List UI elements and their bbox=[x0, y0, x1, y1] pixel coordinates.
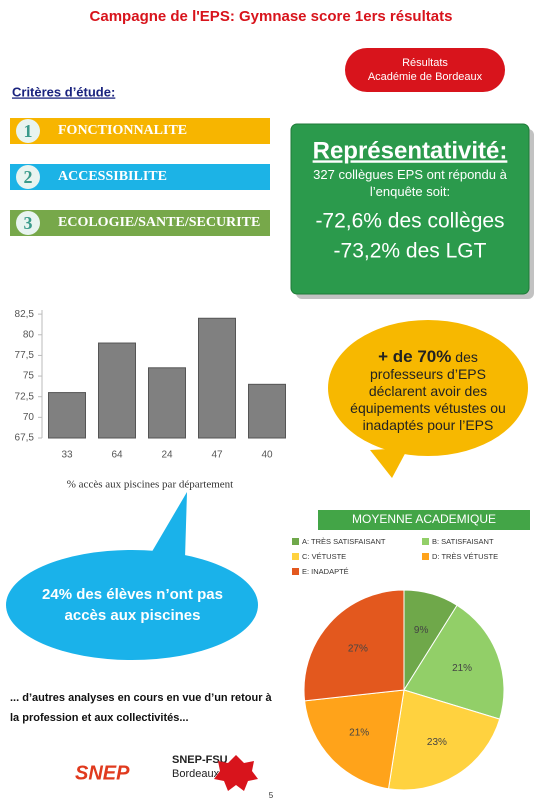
y-tick-label: 70 bbox=[23, 412, 35, 423]
criteria-title: Critères d’étude: bbox=[12, 84, 115, 99]
emphasis: + de 70% bbox=[378, 347, 452, 366]
x-tick-label: 64 bbox=[111, 450, 123, 461]
text: des professeurs d’EPS déclarent avoir de… bbox=[350, 349, 506, 433]
rep-line: -73,2% des LGT bbox=[334, 240, 487, 263]
bar bbox=[98, 342, 136, 439]
x-tick-label: 40 bbox=[261, 450, 273, 461]
legend-label: A: TRÈS SATISFAISANT bbox=[302, 537, 386, 546]
criteria-number: 2 bbox=[16, 165, 40, 189]
bubble-left-text: 24% des élèves n’ont pas accès aux pisci… bbox=[42, 586, 223, 624]
logo-star bbox=[214, 755, 258, 791]
y-tick-label: 72,5 bbox=[15, 391, 35, 402]
logo: SNEP bbox=[75, 762, 130, 784]
rep-title: Représentativité: bbox=[313, 137, 508, 164]
legend-label: B: SATISFAISANT bbox=[432, 537, 494, 546]
rep-text: 327 collègues EPS ont répondu à l’enquêt… bbox=[313, 167, 507, 199]
legend-swatch bbox=[292, 538, 299, 545]
pie-title: MOYENNE ACADEMIQUE bbox=[352, 512, 496, 526]
slice-label: 27% bbox=[348, 643, 368, 654]
pie-slice bbox=[387, 689, 501, 791]
criteria-number: 3 bbox=[16, 211, 40, 235]
legend-swatch bbox=[422, 553, 429, 560]
y-tick-label: 67,5 bbox=[15, 433, 35, 444]
x-axis-label: % accès aux piscines par département bbox=[67, 479, 233, 491]
slice-label: 21% bbox=[349, 727, 369, 738]
badge-line: Résultats bbox=[402, 57, 448, 69]
x-tick-label: 33 bbox=[61, 450, 73, 461]
criteria-item: 3 ECOLOGIE/SANTE/SECURITE bbox=[10, 210, 270, 236]
bubble-tail bbox=[150, 492, 187, 558]
pie-title-bg bbox=[318, 510, 530, 530]
footer-note: ... d’autres analyses en cours en vue d’… bbox=[10, 692, 272, 724]
pie-slice bbox=[303, 589, 405, 702]
logo: SNEP-FSU bbox=[172, 754, 228, 766]
x-tick-label: 24 bbox=[161, 450, 173, 461]
legend-label: E: INADAPTÉ bbox=[302, 567, 349, 576]
bubble-left bbox=[6, 550, 258, 660]
title: Campagne de l'EPS: Gymnase score 1ers ré… bbox=[90, 8, 453, 25]
pie-chart: A: TRÈS SATISFAISANT B: SATISFAISANT C: VÉ… bbox=[292, 537, 505, 791]
slice-label: 9% bbox=[414, 625, 429, 636]
pie-slice bbox=[403, 604, 505, 720]
criteria-bar bbox=[10, 210, 270, 236]
bar bbox=[248, 383, 286, 439]
legend-label: D: TRÈS VÉTUSTE bbox=[432, 552, 498, 561]
x-tick-label: 47 bbox=[211, 450, 223, 461]
rep-box bbox=[290, 123, 530, 295]
bar bbox=[198, 317, 236, 439]
legend-swatch bbox=[292, 568, 299, 575]
legend-swatch bbox=[292, 553, 299, 560]
pie-slice bbox=[304, 689, 405, 790]
bar bbox=[48, 392, 86, 439]
criteria-bar bbox=[10, 164, 270, 190]
y-tick-label: 77,5 bbox=[15, 350, 35, 361]
bubble-tail bbox=[370, 448, 408, 478]
criteria-number: 1 bbox=[16, 119, 40, 143]
legend-label: C: VÉTUSTE bbox=[302, 552, 346, 561]
criteria-item: 1 FONCTIONNALITE bbox=[10, 118, 270, 144]
badge-bg bbox=[345, 48, 505, 92]
bar bbox=[148, 367, 186, 439]
rep-line: -72,6% des collèges bbox=[315, 210, 504, 233]
slice-label: 23% bbox=[427, 737, 447, 748]
y-tick-label: 80 bbox=[23, 329, 35, 340]
criteria-bar bbox=[10, 118, 270, 144]
legend-swatch bbox=[422, 538, 429, 545]
bubble-top-text: + de 70% des professeurs d’EPS déclarent… bbox=[340, 348, 516, 434]
criteria-item: 2 ACCESSIBILITE bbox=[10, 164, 270, 190]
page-number: 5 bbox=[269, 791, 274, 800]
bar-chart: 67,5 70 72,5 75 77,5 80 82,5 33 64 24 47 40 % accès … bbox=[15, 309, 286, 491]
criteria-label: ACCESSIBILITE bbox=[58, 169, 167, 184]
y-tick-label: 75 bbox=[23, 371, 35, 382]
logo: Bordeaux bbox=[172, 768, 220, 780]
slice-label: 21% bbox=[452, 663, 472, 674]
y-tick-label: 82,5 bbox=[15, 309, 35, 320]
criteria-label: ECOLOGIE/SANTE/SECURITE bbox=[58, 215, 261, 230]
criteria-label: FONCTIONNALITE bbox=[58, 123, 188, 138]
badge-line: Académie de Bordeaux bbox=[368, 71, 483, 83]
bubble-top bbox=[328, 320, 528, 456]
